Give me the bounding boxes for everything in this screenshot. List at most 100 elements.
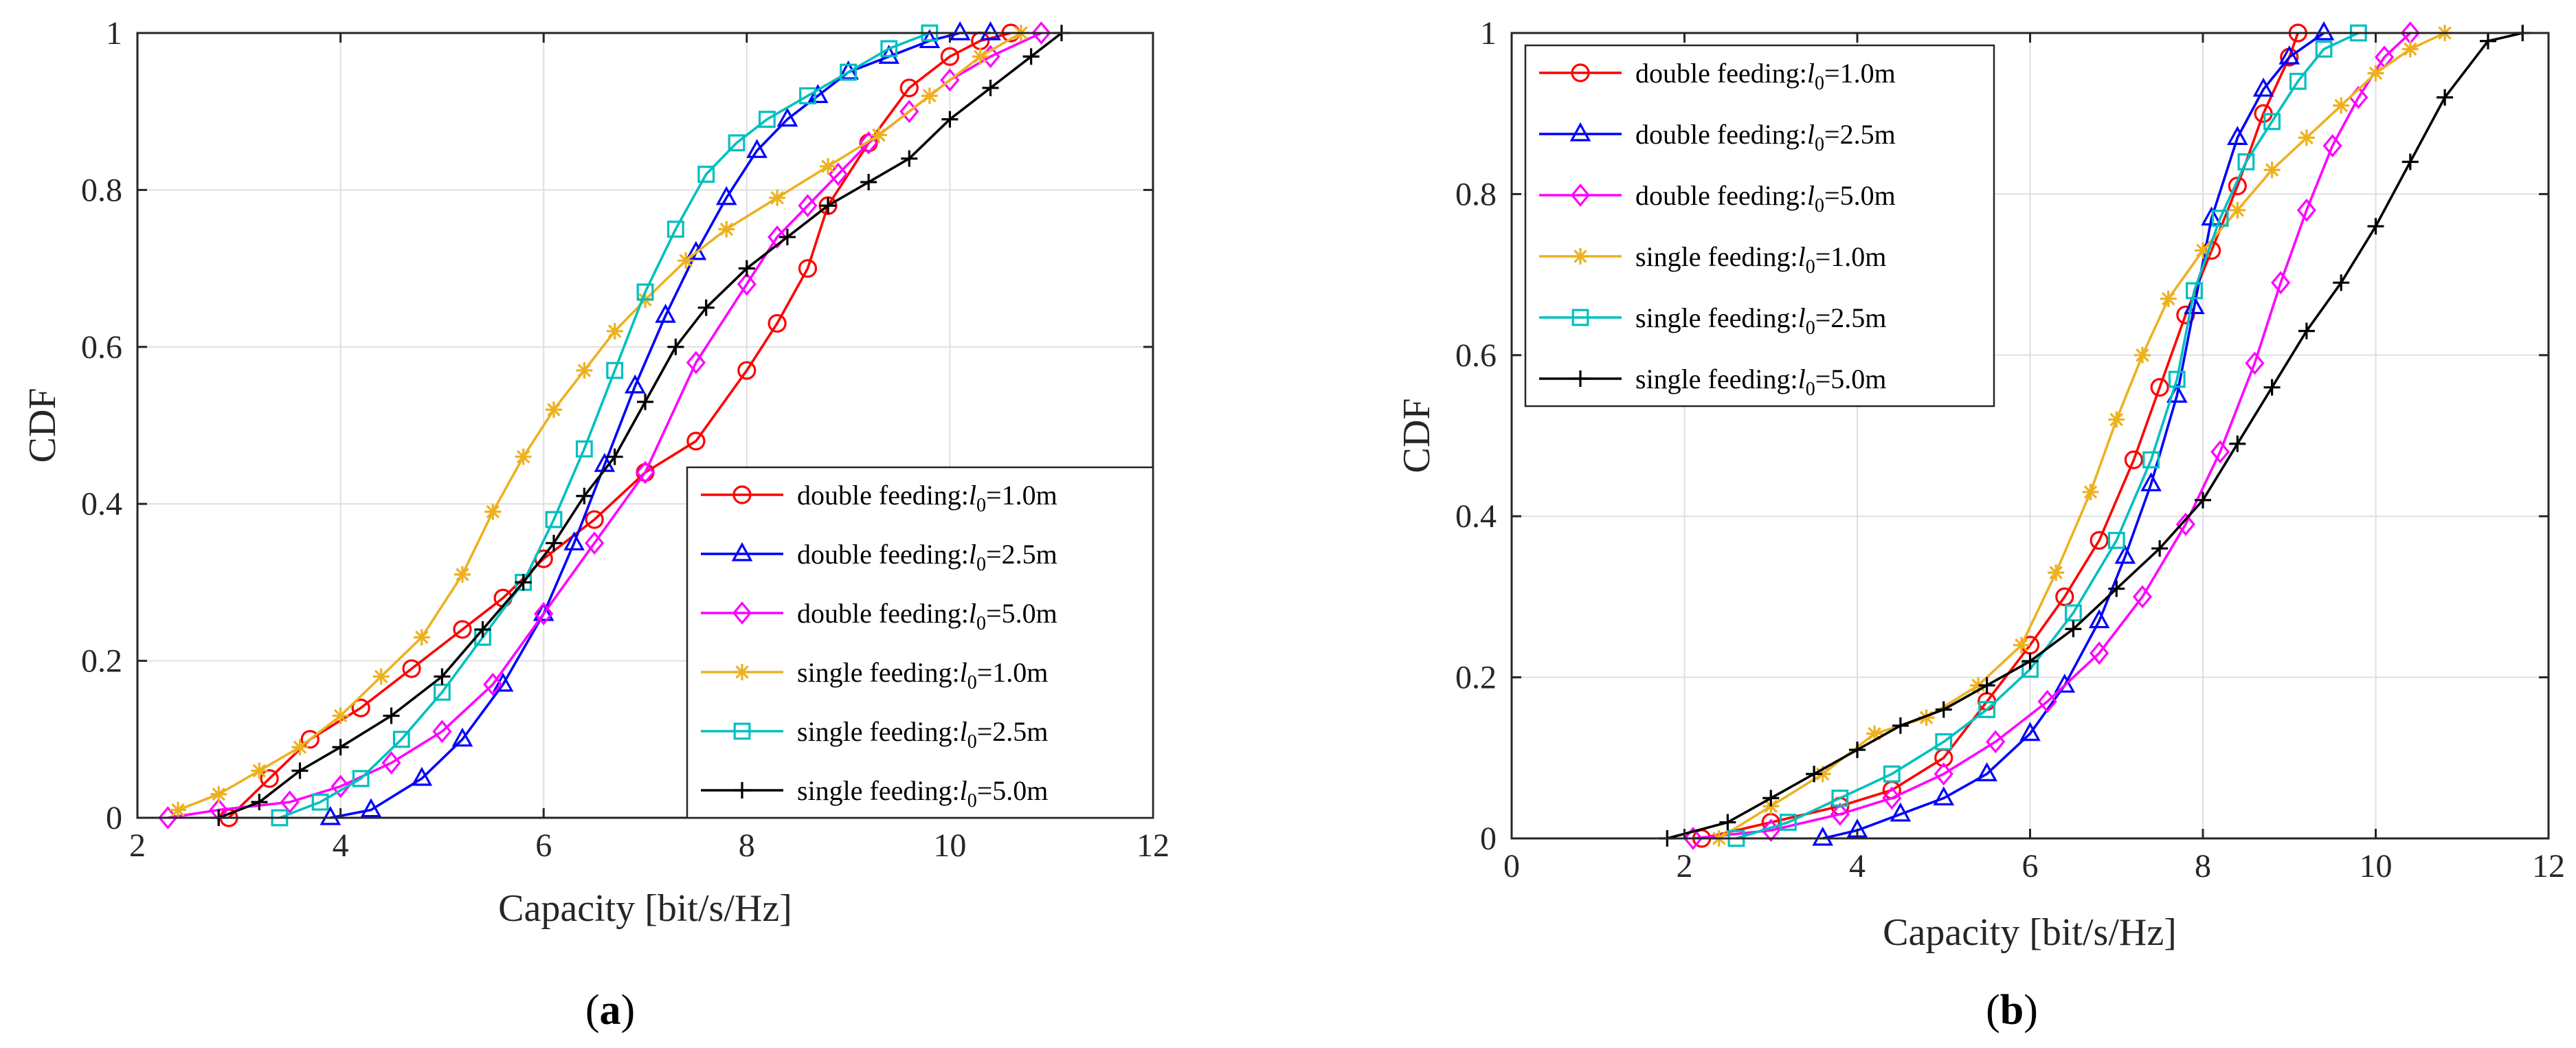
data-point <box>2054 673 2076 693</box>
data-point <box>300 730 320 749</box>
legend-subscript: 0 <box>1806 317 1815 339</box>
data-point <box>2108 411 2125 428</box>
x-tick-label: 4 <box>1849 848 1866 884</box>
y-tick-label: 0 <box>1480 821 1497 857</box>
data-point <box>1978 701 1996 718</box>
legend-label: single feeding:l0=5.0m <box>1635 364 1886 400</box>
data-point <box>2322 134 2342 157</box>
legend-symbol: l <box>969 598 976 629</box>
data-point <box>728 134 746 152</box>
data-point <box>1812 826 1834 846</box>
data-point <box>432 720 452 744</box>
data-point <box>2090 641 2109 665</box>
data-point <box>1935 701 1952 718</box>
data-point <box>483 672 503 696</box>
data-point <box>776 107 798 127</box>
data-point <box>860 173 877 190</box>
data-point <box>798 259 818 278</box>
data-point <box>1022 48 1040 65</box>
data-point <box>2107 531 2125 549</box>
legend-marker <box>1572 370 1589 387</box>
data-point <box>667 221 684 238</box>
legend-name: double feeding: <box>1635 58 1807 89</box>
data-point <box>2296 198 2316 222</box>
data-point <box>686 432 706 451</box>
data-point <box>2021 653 2039 670</box>
tick-labels-a: 2 4 6 8 10 12 0 0.2 0.4 0.6 0.8 1 <box>81 15 1169 864</box>
legend-name: single feeding: <box>797 775 960 806</box>
legend-symbol: l <box>969 539 976 570</box>
legend-item-b-3: double feeding:l0=5.0m <box>1539 180 1896 216</box>
data-point <box>799 87 816 104</box>
data-point <box>576 362 593 379</box>
data-point <box>563 531 585 550</box>
x-tick-label: 12 <box>2532 848 2565 884</box>
data-point <box>2367 218 2384 235</box>
data-point <box>585 531 605 555</box>
data-point <box>940 47 960 66</box>
data-point <box>2195 491 2211 509</box>
data-point <box>820 158 837 175</box>
legend-label: double feeding:l0=5.0m <box>1635 180 1896 216</box>
data-point <box>2037 689 2057 713</box>
data-point <box>2313 21 2335 41</box>
caption-letter-b: b <box>2000 987 2024 1034</box>
legend-subscript: 0 <box>1815 195 1824 216</box>
data-point <box>758 111 776 129</box>
y-tick-label: 0 <box>106 800 122 836</box>
panel-caption-a: (a) <box>585 987 635 1034</box>
data-point <box>2150 378 2169 397</box>
data-point <box>2175 513 2195 536</box>
y-tick-label: 0.6 <box>81 329 122 366</box>
legend-name: single feeding: <box>797 657 960 688</box>
legend-item-a-4: single feeding:l0=1.0m <box>701 657 1048 693</box>
data-point <box>2289 72 2307 90</box>
legend-name: single feeding: <box>797 716 960 747</box>
data-point <box>2333 274 2350 291</box>
caption-close-paren-a: ) <box>621 987 636 1034</box>
y-tick-label: 0.6 <box>1455 337 1497 374</box>
legend-box-a <box>686 466 1154 819</box>
data-point <box>637 393 653 410</box>
series-line <box>279 32 930 819</box>
data-point <box>2133 346 2151 364</box>
data-point <box>2479 32 2496 49</box>
data-point <box>870 126 887 144</box>
data-point <box>2055 587 2074 607</box>
data-point <box>2298 129 2315 146</box>
legend-subscript: 0 <box>1806 379 1815 400</box>
data-point <box>392 731 410 748</box>
data-point <box>2315 41 2333 58</box>
legend-name: single feeding: <box>1635 364 1798 394</box>
data-point <box>1935 733 1953 750</box>
x-tick-label: 6 <box>535 827 552 864</box>
x-tick-label: 8 <box>2195 848 2211 884</box>
data-point <box>941 111 959 128</box>
data-point <box>2437 89 2454 106</box>
series-line <box>1822 32 2325 840</box>
data-point <box>2229 435 2246 452</box>
data-point <box>715 186 737 205</box>
data-point <box>2090 531 2109 550</box>
data-point <box>2019 722 2041 742</box>
data-point <box>655 304 676 323</box>
data-point <box>880 40 898 58</box>
legend-symbol: l <box>1807 180 1815 211</box>
legend-value: =2.5m <box>1815 302 1887 333</box>
data-point <box>921 87 938 104</box>
legend-subscript: 0 <box>1815 73 1824 94</box>
x-tick-label: 6 <box>2022 848 2039 884</box>
data-point <box>737 272 757 296</box>
data-point <box>1934 762 1953 786</box>
panel-caption-b: (b) <box>1986 987 2038 1034</box>
legend-marker <box>734 782 750 799</box>
legend-name: single feeding: <box>1635 302 1798 333</box>
legend-label: double feeding:l0=1.0m <box>1635 58 1896 94</box>
legend-symbol: l <box>1807 119 1815 150</box>
legend-item-a-6: single feeding:l0=5.0m <box>701 775 1048 812</box>
legend-value: =5.0m <box>1824 180 1896 211</box>
data-point <box>636 283 654 301</box>
data-point <box>2401 41 2419 58</box>
data-point <box>2278 45 2300 65</box>
